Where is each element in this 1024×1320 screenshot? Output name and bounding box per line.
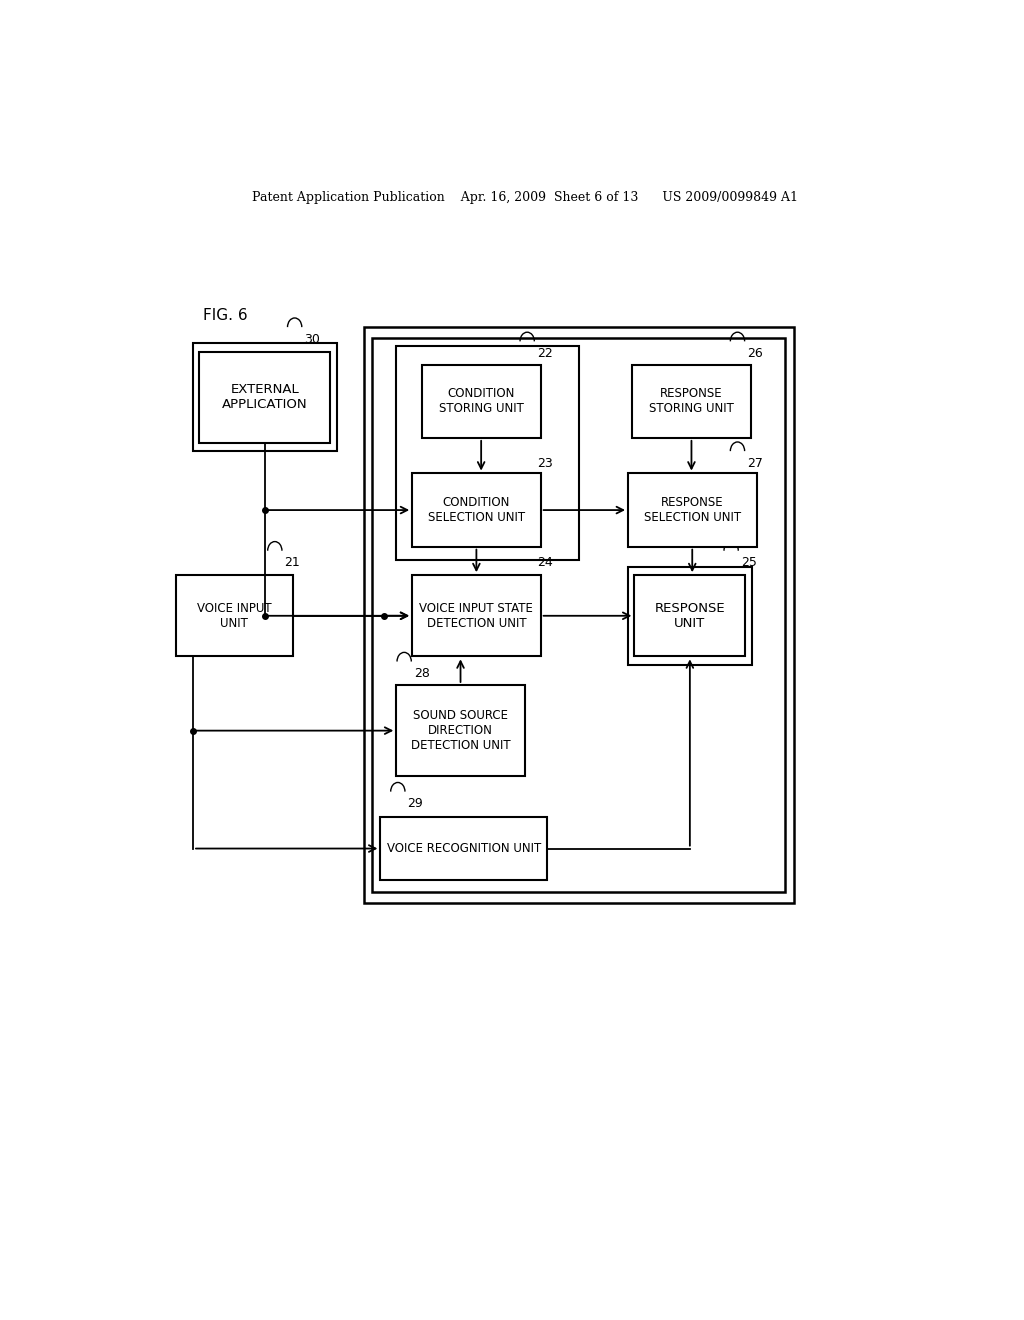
Text: FIG. 6: FIG. 6 xyxy=(204,309,248,323)
Text: 30: 30 xyxy=(304,333,321,346)
FancyBboxPatch shape xyxy=(380,817,547,880)
FancyBboxPatch shape xyxy=(632,364,751,438)
Text: VOICE INPUT
UNIT: VOICE INPUT UNIT xyxy=(197,602,271,630)
FancyBboxPatch shape xyxy=(396,346,579,560)
Text: VOICE INPUT STATE
DETECTION UNIT: VOICE INPUT STATE DETECTION UNIT xyxy=(420,602,534,630)
FancyBboxPatch shape xyxy=(422,364,541,438)
Text: 22: 22 xyxy=(537,347,553,360)
FancyBboxPatch shape xyxy=(364,327,794,903)
Text: 29: 29 xyxy=(408,797,423,810)
FancyBboxPatch shape xyxy=(412,474,541,546)
Text: 23: 23 xyxy=(537,457,553,470)
Text: CONDITION
STORING UNIT: CONDITION STORING UNIT xyxy=(438,387,523,416)
Text: VOICE RECOGNITION UNIT: VOICE RECOGNITION UNIT xyxy=(387,842,541,855)
Text: RESPONSE
STORING UNIT: RESPONSE STORING UNIT xyxy=(649,387,734,416)
FancyBboxPatch shape xyxy=(176,576,293,656)
Text: SOUND SOURCE
DIRECTION
DETECTION UNIT: SOUND SOURCE DIRECTION DETECTION UNIT xyxy=(411,709,510,752)
Text: CONDITION
SELECTION UNIT: CONDITION SELECTION UNIT xyxy=(428,496,525,524)
Text: 27: 27 xyxy=(748,457,763,470)
FancyBboxPatch shape xyxy=(412,576,541,656)
FancyBboxPatch shape xyxy=(200,351,331,444)
FancyBboxPatch shape xyxy=(628,474,757,546)
Text: 28: 28 xyxy=(414,667,430,680)
FancyBboxPatch shape xyxy=(634,576,745,656)
Text: EXTERNAL
APPLICATION: EXTERNAL APPLICATION xyxy=(222,383,307,412)
Text: RESPONSE
SELECTION UNIT: RESPONSE SELECTION UNIT xyxy=(644,496,740,524)
Text: Patent Application Publication    Apr. 16, 2009  Sheet 6 of 13      US 2009/0099: Patent Application Publication Apr. 16, … xyxy=(252,190,798,203)
FancyBboxPatch shape xyxy=(396,685,524,776)
Text: 21: 21 xyxy=(285,557,300,569)
Text: 24: 24 xyxy=(537,557,553,569)
Text: RESPONSE
UNIT: RESPONSE UNIT xyxy=(654,602,725,630)
Text: 26: 26 xyxy=(748,347,763,360)
Text: 25: 25 xyxy=(740,557,757,569)
